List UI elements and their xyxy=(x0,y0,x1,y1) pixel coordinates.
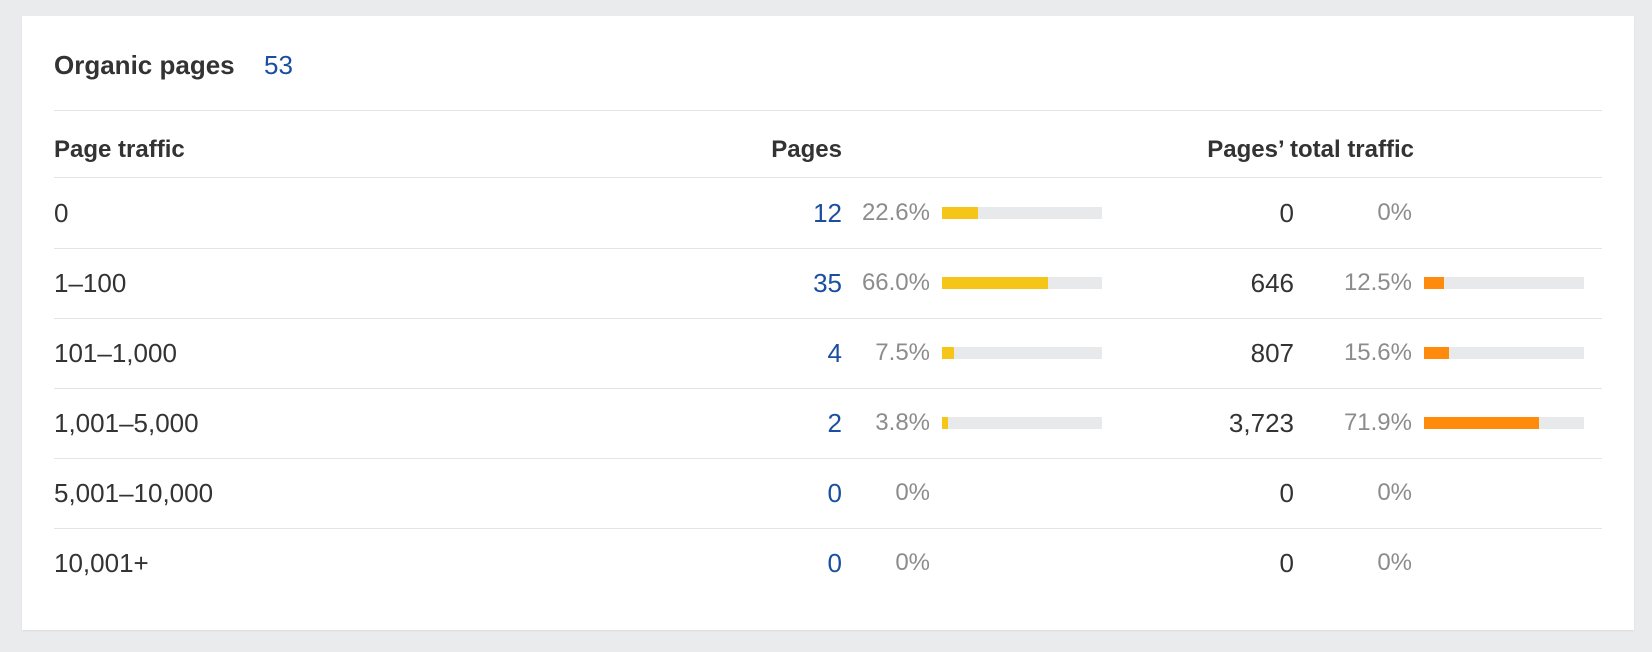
divider xyxy=(54,248,1602,249)
traffic-range: 1,001–5,000 xyxy=(54,408,199,438)
table-row: 1,001–5,000 2 3.8% 3,723 71.9% xyxy=(22,388,1634,458)
traffic-percent: 71.9% xyxy=(1343,409,1412,436)
traffic-range: 101–1,000 xyxy=(54,338,177,368)
traffic-value: 646 xyxy=(1250,268,1294,298)
table-row: 0 12 22.6% 0 0% xyxy=(22,178,1634,248)
pages-count-link[interactable]: 0 xyxy=(827,548,842,578)
traffic-range: 10,001+ xyxy=(54,548,149,578)
traffic-percent: 0% xyxy=(1377,199,1412,226)
pages-count-link[interactable]: 0 xyxy=(827,478,842,508)
divider xyxy=(54,110,1602,111)
table-row: 10,001+ 0 0% 0 0% xyxy=(22,528,1634,598)
pages-percent: 22.6% xyxy=(861,199,930,226)
traffic-percent: 12.5% xyxy=(1343,269,1412,296)
traffic-value: 0 xyxy=(1279,548,1294,578)
traffic-percent: 0% xyxy=(1377,549,1412,576)
pages-share-bar-fill xyxy=(942,417,949,429)
pages-share-bar xyxy=(942,417,1102,429)
divider xyxy=(54,528,1602,529)
column-header-total-traffic: Pages’ total traffic xyxy=(1207,136,1414,163)
pages-share-bar xyxy=(942,347,1102,359)
organic-pages-card: Organic pages 53 Page traffic Pages Page… xyxy=(22,16,1634,630)
pages-share-bar-fill xyxy=(942,347,954,359)
traffic-share-bar-fill xyxy=(1424,277,1444,289)
column-header-pages: Pages xyxy=(771,136,842,163)
traffic-range: 0 xyxy=(54,198,69,228)
traffic-share-bar-fill xyxy=(1424,417,1540,429)
pages-percent: 7.5% xyxy=(875,339,930,366)
pages-percent: 66.0% xyxy=(861,269,930,296)
pages-share-bar xyxy=(942,207,1102,219)
traffic-share-bar xyxy=(1424,417,1584,429)
divider xyxy=(54,177,1602,178)
table-row: 101–1,000 4 7.5% 807 15.6% xyxy=(22,318,1634,388)
table-row: 5,001–10,000 0 0% 0 0% xyxy=(22,458,1634,528)
traffic-value: 0 xyxy=(1279,478,1294,508)
traffic-value: 0 xyxy=(1279,198,1294,228)
traffic-share-bar xyxy=(1424,277,1584,289)
traffic-value: 807 xyxy=(1250,338,1294,368)
pages-percent: 3.8% xyxy=(875,409,930,436)
traffic-range: 1–100 xyxy=(54,268,127,298)
pages-count-link[interactable]: 12 xyxy=(813,198,842,228)
divider xyxy=(54,388,1602,389)
divider xyxy=(54,458,1602,459)
traffic-percent: 15.6% xyxy=(1343,339,1412,366)
divider xyxy=(54,318,1602,319)
traffic-share-bar xyxy=(1424,347,1584,359)
pages-percent: 0% xyxy=(895,549,930,576)
table-row: 1–100 35 66.0% 646 12.5% xyxy=(22,248,1634,318)
pages-percent: 0% xyxy=(895,479,930,506)
pages-count-link[interactable]: 35 xyxy=(813,268,842,298)
pages-count-link[interactable]: 4 xyxy=(827,338,842,368)
pages-share-bar-fill xyxy=(942,207,979,219)
pages-share-bar-fill xyxy=(942,277,1048,289)
traffic-range: 5,001–10,000 xyxy=(54,478,214,508)
traffic-value: 3,723 xyxy=(1228,408,1294,438)
traffic-percent: 0% xyxy=(1377,479,1412,506)
pages-share-bar xyxy=(942,277,1102,289)
card-title: Organic pages xyxy=(54,50,235,80)
organic-pages-count[interactable]: 53 xyxy=(264,50,293,80)
column-header-page-traffic: Page traffic xyxy=(54,136,185,163)
traffic-share-bar-fill xyxy=(1424,347,1449,359)
pages-count-link[interactable]: 2 xyxy=(827,408,842,438)
